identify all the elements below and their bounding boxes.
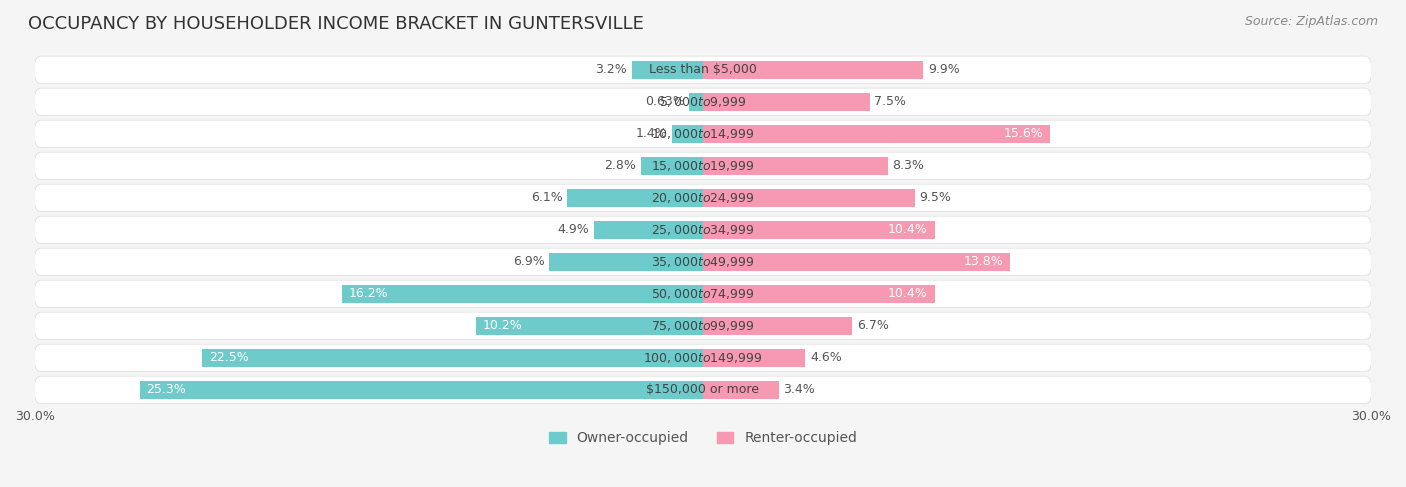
Text: 22.5%: 22.5% bbox=[208, 352, 249, 364]
Text: 10.4%: 10.4% bbox=[889, 287, 928, 300]
Text: $150,000 or more: $150,000 or more bbox=[647, 383, 759, 396]
FancyBboxPatch shape bbox=[35, 56, 1371, 84]
Bar bbox=[703, 317, 852, 335]
Bar bbox=[593, 221, 703, 239]
Text: 7.5%: 7.5% bbox=[875, 95, 907, 109]
FancyBboxPatch shape bbox=[35, 88, 1371, 115]
Bar bbox=[202, 349, 703, 367]
Text: $35,000 to $49,999: $35,000 to $49,999 bbox=[651, 255, 755, 269]
Text: 2.8%: 2.8% bbox=[605, 159, 636, 172]
Text: Less than $5,000: Less than $5,000 bbox=[650, 63, 756, 76]
Text: $75,000 to $99,999: $75,000 to $99,999 bbox=[651, 319, 755, 333]
Text: $50,000 to $74,999: $50,000 to $74,999 bbox=[651, 287, 755, 301]
Bar bbox=[703, 253, 1011, 271]
FancyBboxPatch shape bbox=[35, 152, 1371, 180]
Bar bbox=[567, 189, 703, 206]
Text: 0.63%: 0.63% bbox=[645, 95, 685, 109]
Text: 25.3%: 25.3% bbox=[146, 383, 186, 396]
Bar bbox=[641, 157, 703, 175]
Text: 3.2%: 3.2% bbox=[596, 63, 627, 76]
FancyBboxPatch shape bbox=[35, 376, 1371, 404]
Bar bbox=[342, 285, 703, 303]
Text: 8.3%: 8.3% bbox=[893, 159, 924, 172]
Text: 3.4%: 3.4% bbox=[783, 383, 815, 396]
Text: 13.8%: 13.8% bbox=[965, 255, 1004, 268]
Text: 10.4%: 10.4% bbox=[889, 224, 928, 236]
Bar bbox=[703, 381, 779, 399]
FancyBboxPatch shape bbox=[35, 184, 1371, 212]
Text: 9.5%: 9.5% bbox=[920, 191, 950, 205]
Bar bbox=[703, 93, 870, 111]
Text: 6.7%: 6.7% bbox=[856, 319, 889, 333]
Bar bbox=[689, 93, 703, 111]
FancyBboxPatch shape bbox=[35, 120, 1371, 148]
Bar bbox=[631, 61, 703, 79]
FancyBboxPatch shape bbox=[35, 344, 1371, 372]
Text: 10.2%: 10.2% bbox=[482, 319, 522, 333]
Text: 9.9%: 9.9% bbox=[928, 63, 960, 76]
Bar bbox=[550, 253, 703, 271]
Bar bbox=[139, 381, 703, 399]
Text: 1.4%: 1.4% bbox=[636, 128, 668, 140]
Text: 6.1%: 6.1% bbox=[531, 191, 562, 205]
Text: OCCUPANCY BY HOUSEHOLDER INCOME BRACKET IN GUNTERSVILLE: OCCUPANCY BY HOUSEHOLDER INCOME BRACKET … bbox=[28, 15, 644, 33]
Text: $20,000 to $24,999: $20,000 to $24,999 bbox=[651, 191, 755, 205]
Text: 4.9%: 4.9% bbox=[558, 224, 589, 236]
FancyBboxPatch shape bbox=[35, 280, 1371, 308]
Text: 4.6%: 4.6% bbox=[810, 352, 842, 364]
Bar bbox=[475, 317, 703, 335]
Text: 30.0%: 30.0% bbox=[15, 410, 55, 423]
Text: 30.0%: 30.0% bbox=[1351, 410, 1391, 423]
FancyBboxPatch shape bbox=[35, 248, 1371, 276]
Bar bbox=[703, 349, 806, 367]
Text: 6.9%: 6.9% bbox=[513, 255, 546, 268]
Text: Source: ZipAtlas.com: Source: ZipAtlas.com bbox=[1244, 15, 1378, 28]
Text: $100,000 to $149,999: $100,000 to $149,999 bbox=[644, 351, 762, 365]
Bar bbox=[703, 189, 914, 206]
Text: 15.6%: 15.6% bbox=[1004, 128, 1043, 140]
Text: $10,000 to $14,999: $10,000 to $14,999 bbox=[651, 127, 755, 141]
Bar bbox=[703, 125, 1050, 143]
Bar bbox=[703, 61, 924, 79]
FancyBboxPatch shape bbox=[35, 216, 1371, 244]
Text: $25,000 to $34,999: $25,000 to $34,999 bbox=[651, 223, 755, 237]
Text: 16.2%: 16.2% bbox=[349, 287, 388, 300]
Bar bbox=[672, 125, 703, 143]
Text: $5,000 to $9,999: $5,000 to $9,999 bbox=[659, 95, 747, 109]
Text: $15,000 to $19,999: $15,000 to $19,999 bbox=[651, 159, 755, 173]
Bar bbox=[703, 157, 887, 175]
Legend: Owner-occupied, Renter-occupied: Owner-occupied, Renter-occupied bbox=[543, 426, 863, 451]
Bar bbox=[703, 285, 935, 303]
Bar bbox=[703, 221, 935, 239]
FancyBboxPatch shape bbox=[35, 312, 1371, 339]
